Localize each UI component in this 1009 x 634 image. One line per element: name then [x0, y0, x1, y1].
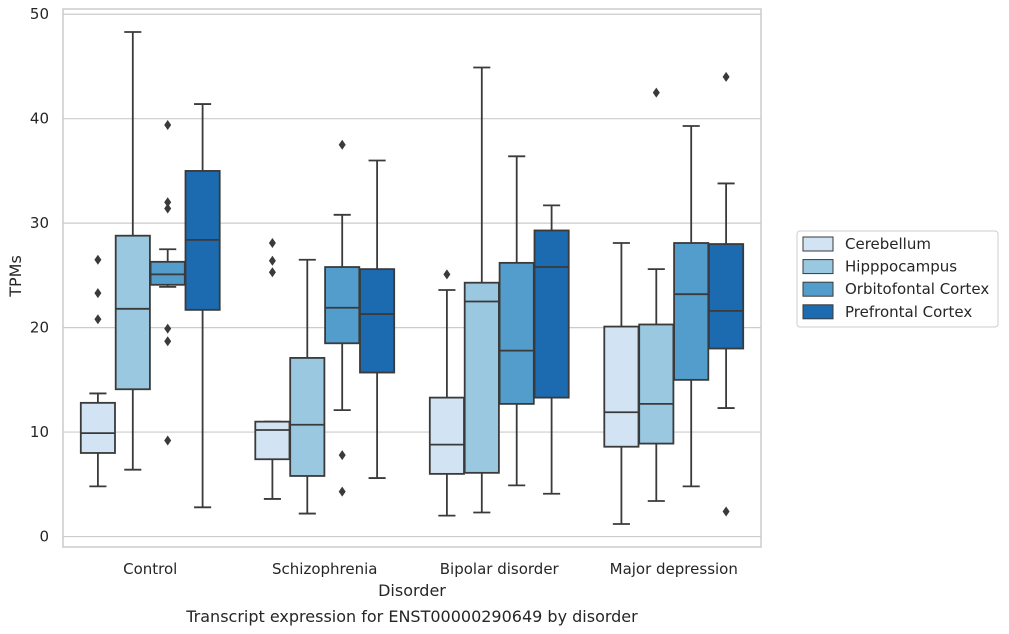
- outlier-point: [268, 267, 276, 278]
- box-3-3: [708, 71, 745, 517]
- y-axis: 0 10 20 30 40 50: [30, 5, 49, 545]
- legend-frame: [796, 230, 999, 328]
- box-body: [254, 420, 291, 461]
- box-body: [428, 396, 465, 475]
- box-1-0: [254, 238, 291, 500]
- box-2-1: [463, 66, 500, 514]
- outlier-point: [94, 314, 102, 325]
- box-body: [638, 323, 675, 445]
- box-body: [79, 401, 116, 454]
- box-body: [289, 357, 326, 477]
- box-body: [603, 325, 640, 448]
- outlier-point: [722, 506, 730, 517]
- legend-label: Orbitofontal Cortex: [845, 280, 989, 298]
- boxes: [79, 31, 745, 525]
- legend-label: Prefrontal Cortex: [845, 303, 972, 321]
- box-2-2: [498, 155, 535, 487]
- box-body: [359, 268, 396, 374]
- box-body: [149, 260, 186, 286]
- x-tick-label: Control: [123, 560, 177, 578]
- outlier-point: [164, 119, 172, 130]
- outlier-point: [164, 323, 172, 334]
- outlier-point: [652, 87, 660, 98]
- box-body: [498, 261, 535, 405]
- box-0-2: [149, 119, 186, 446]
- outlier-point: [164, 197, 172, 208]
- y-tick-label: 10: [30, 423, 49, 441]
- box-0-1: [114, 31, 151, 471]
- y-tick-label: 0: [39, 528, 49, 546]
- x-axis: Control Schizophrenia Bipolar disorder Majo…: [123, 560, 738, 578]
- box-2-3: [533, 204, 570, 495]
- box-body: [673, 242, 710, 381]
- legend-swatch: [802, 281, 834, 297]
- outlier-point: [338, 486, 346, 497]
- outlier-point: [94, 254, 102, 265]
- box-body: [533, 229, 570, 399]
- box-body: [324, 266, 361, 345]
- outlier-point: [722, 71, 730, 82]
- y-tick-label: 40: [30, 110, 49, 128]
- legend-label: Cerebellum: [845, 235, 931, 253]
- outlier-point: [94, 288, 102, 299]
- outlier-point: [443, 269, 451, 280]
- box-0-0: [79, 254, 116, 488]
- x-axis-title: Disorder: [378, 581, 446, 600]
- box-0-3: [184, 103, 221, 509]
- box-1-2: [324, 139, 361, 497]
- box-3-0: [603, 242, 640, 525]
- legend-swatch: [802, 236, 834, 252]
- chart-caption: Transcript expression for ENST0000029064…: [185, 607, 638, 626]
- legend-swatch: [802, 259, 834, 275]
- x-tick-label: Schizophrenia: [272, 560, 377, 578]
- outlier-point: [268, 238, 276, 249]
- box-3-2: [673, 125, 710, 488]
- y-tick-label: 20: [30, 319, 49, 337]
- outlier-point: [338, 139, 346, 150]
- outlier-point: [338, 450, 346, 461]
- outlier-point: [164, 336, 172, 347]
- y-tick-label: 50: [30, 5, 49, 23]
- plot-area: [62, 8, 762, 548]
- y-axis-title: TPMs: [6, 255, 25, 298]
- box-body: [708, 243, 745, 350]
- box-2-0: [428, 269, 465, 517]
- box-3-1: [638, 87, 675, 502]
- y-tick-label: 30: [30, 214, 49, 232]
- outlier-point: [268, 255, 276, 266]
- box-body: [114, 234, 151, 391]
- outlier-point: [164, 435, 172, 446]
- gridlines: [63, 13, 761, 538]
- legend-swatch: [802, 304, 834, 320]
- legend-label: Hipppocampus: [845, 258, 957, 276]
- box-1-1: [289, 258, 326, 515]
- box-1-3: [359, 159, 396, 479]
- x-tick-label: Major depression: [610, 560, 738, 578]
- outlier-point: [164, 203, 172, 214]
- x-tick-label: Bipolar disorder: [440, 560, 560, 578]
- box-body: [463, 281, 500, 474]
- legend: Cerebellum Hipppocampus Orbitofontal Corte…: [796, 230, 999, 328]
